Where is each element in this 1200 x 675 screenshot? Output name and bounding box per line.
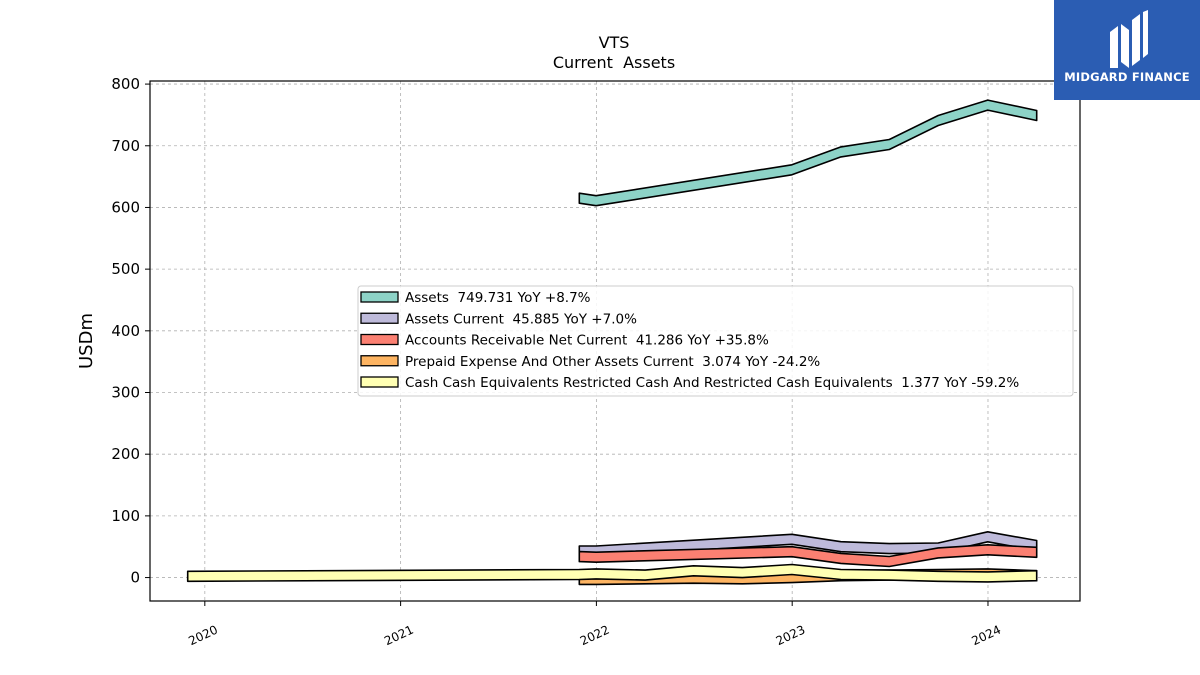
- legend-swatch: [360, 312, 399, 324]
- logo-mark-icon: [1110, 10, 1148, 68]
- y-tick-label: 700: [111, 137, 140, 155]
- x-tick-label: 2023: [774, 623, 808, 649]
- series-band-0: [578, 99, 1038, 207]
- legend-entry-label: Cash Cash Equivalents Restricted Cash An…: [405, 375, 1019, 391]
- legend: Assets 749.731 YoY +8.7% Assets Current 4…: [357, 285, 1074, 397]
- legend-swatch: [360, 291, 399, 303]
- y-tick-label: 400: [111, 322, 140, 340]
- y-tick-label: 0: [130, 569, 140, 587]
- y-tick-label: 500: [111, 260, 140, 278]
- y-axis-label: USDm: [76, 313, 97, 369]
- series-layer: [186, 99, 1038, 586]
- legend-swatch: [360, 355, 399, 367]
- x-tick-label: 2021: [382, 623, 416, 649]
- legend-box: [357, 285, 1074, 397]
- y-tick-label: 200: [111, 445, 140, 463]
- brand-logo: MIDGARD FINANCE: [1054, 0, 1200, 100]
- legend-swatch: [360, 333, 399, 346]
- y-tick-label: 800: [111, 75, 140, 93]
- legend-entry-label: Accounts Receivable Net Current 41.286 Y…: [405, 333, 769, 349]
- y-tick-label: 600: [111, 198, 140, 216]
- plot-frame: [149, 80, 1081, 602]
- legend-swatch: [360, 376, 399, 388]
- series-band-4: [186, 563, 1038, 583]
- x-tick-label: 2022: [578, 623, 612, 649]
- legend-entry-label: Assets 749.731 YoY +8.7%: [405, 290, 591, 306]
- series-band-2: [578, 544, 1038, 568]
- logo-text: MIDGARD FINANCE: [1064, 70, 1190, 84]
- chart-title: VTS: [599, 33, 630, 52]
- y-tick-label: 300: [111, 384, 140, 402]
- legend-entry-label: Assets Current 45.885 YoY +7.0%: [405, 311, 637, 327]
- x-tick-label: 2020: [186, 623, 220, 649]
- x-tick-label: 2024: [969, 623, 1003, 649]
- legend-entry-label: Prepaid Expense And Other Assets Current…: [405, 354, 820, 370]
- chart-subtitle: Current Assets: [553, 53, 675, 72]
- y-tick-label: 100: [111, 507, 140, 525]
